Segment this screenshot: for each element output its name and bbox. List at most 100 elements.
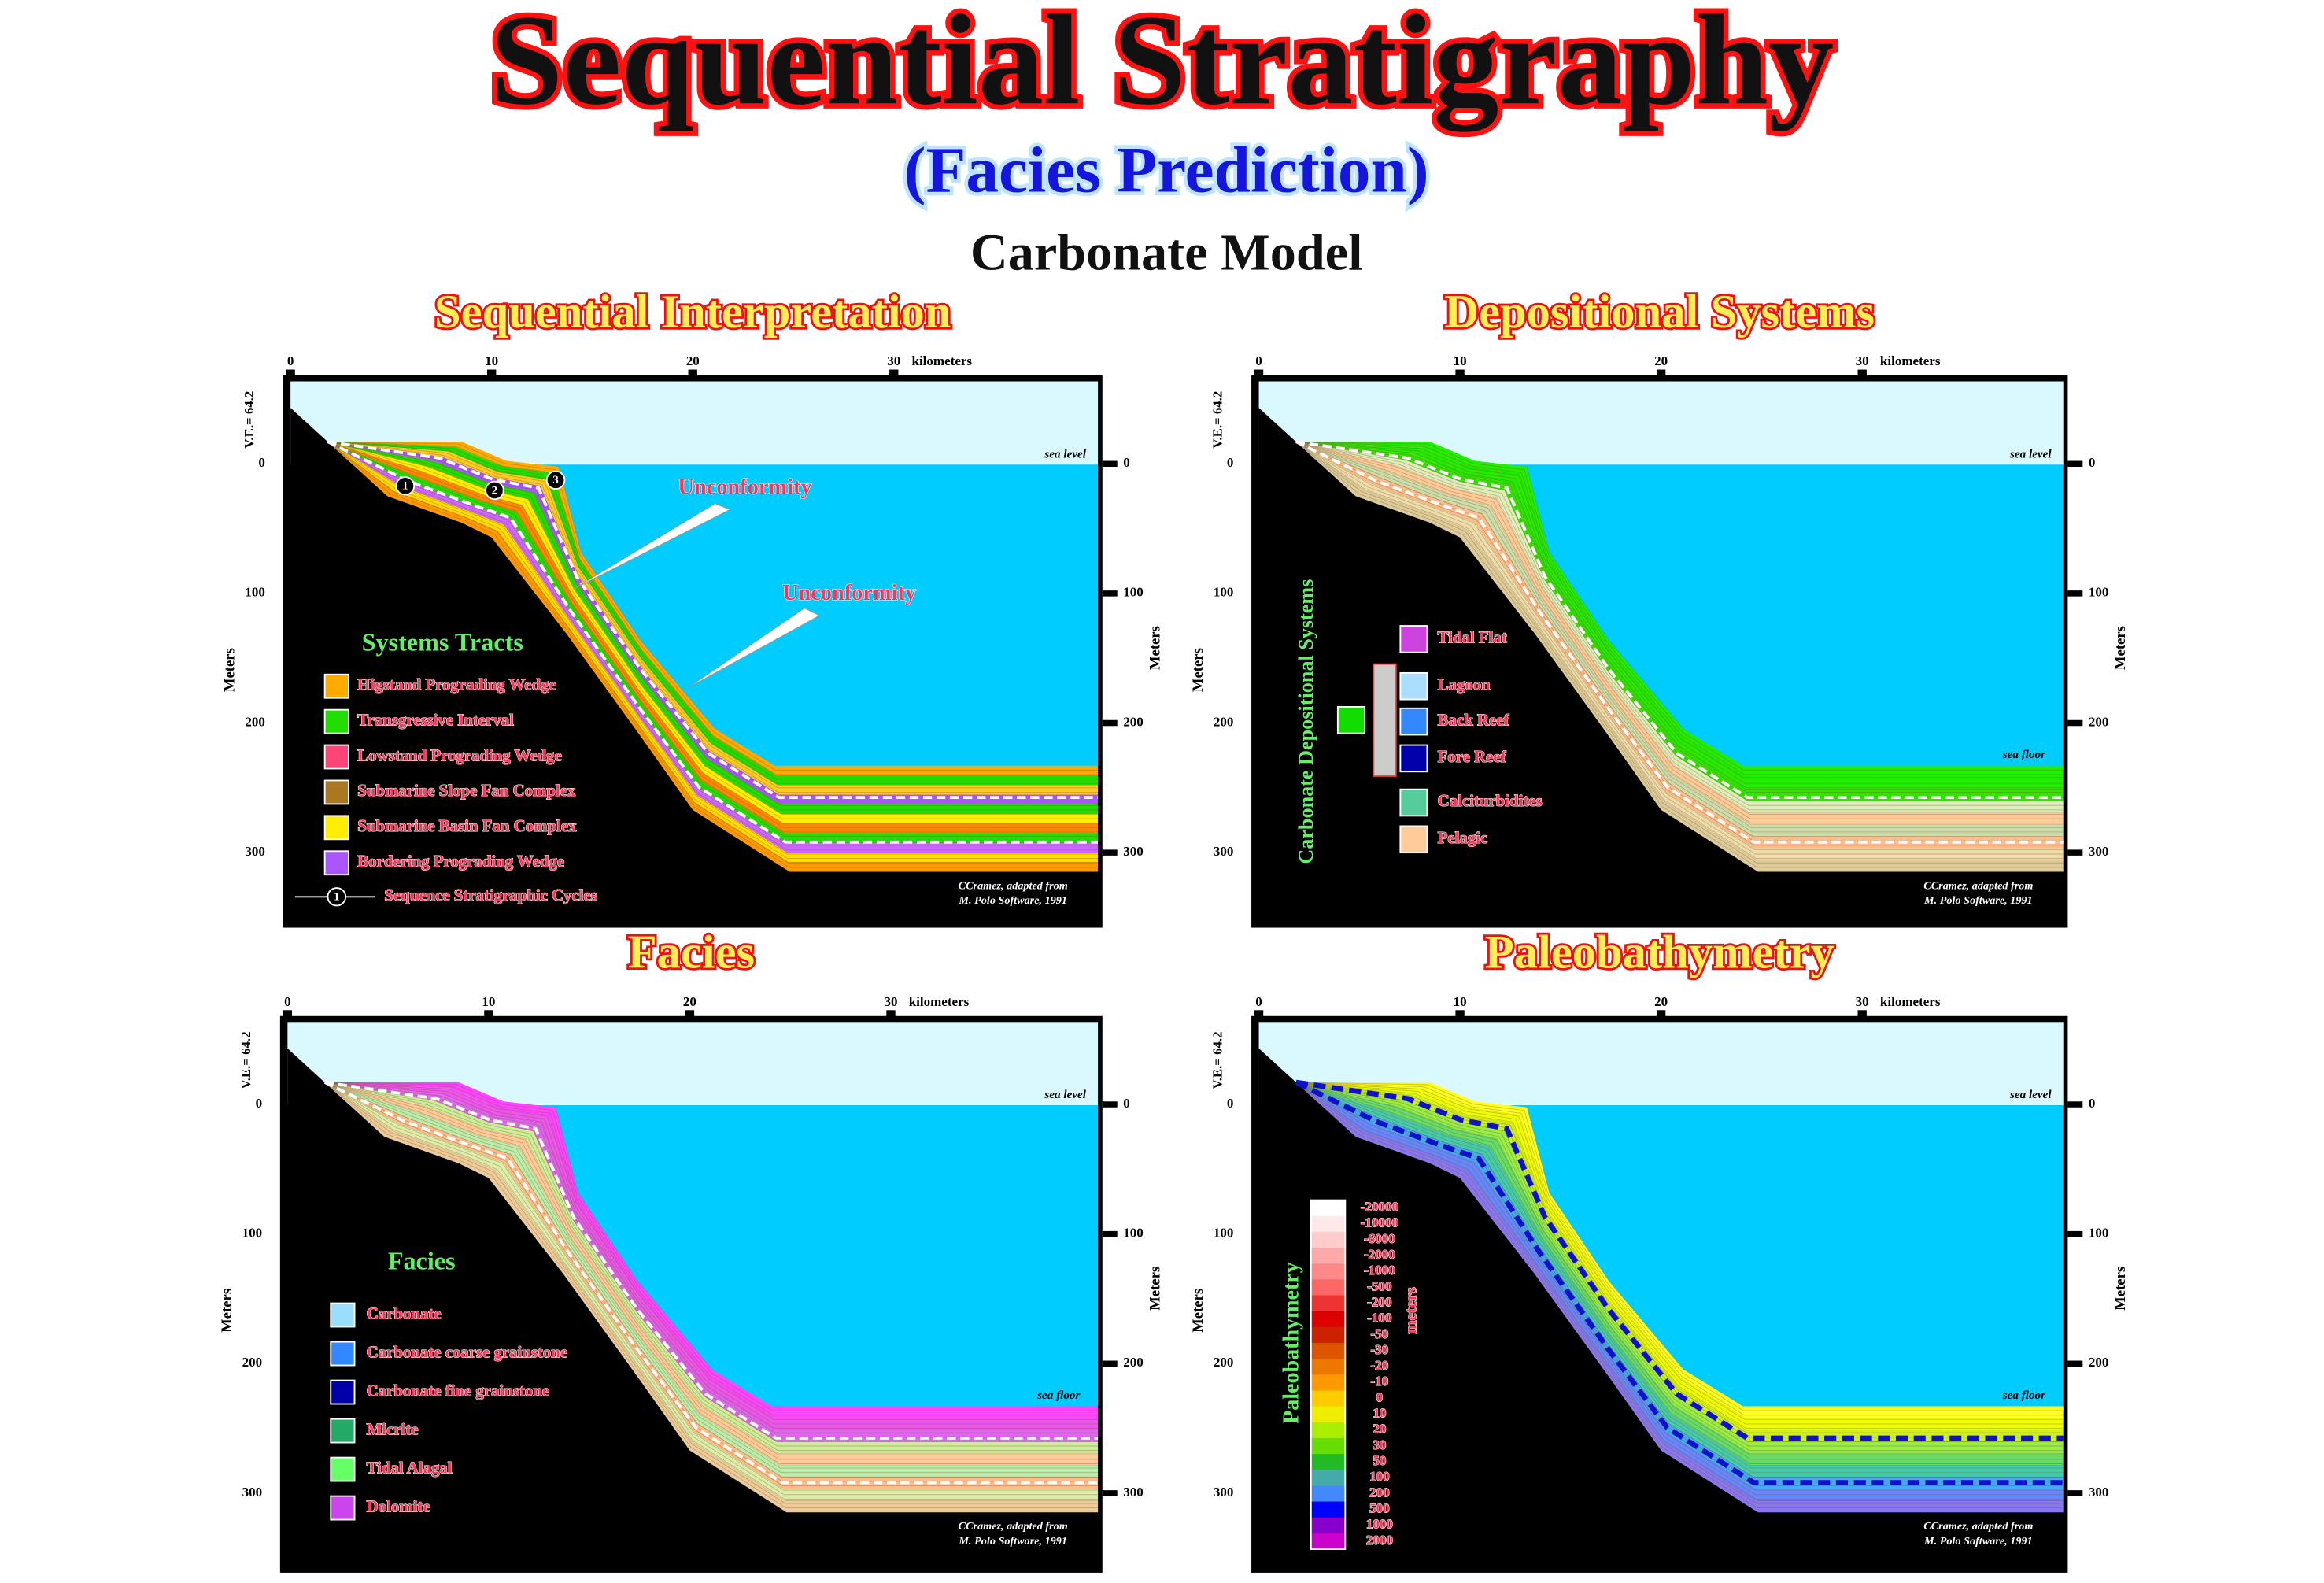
legend-swatch <box>1399 707 1428 736</box>
x-unit: kilometers <box>1880 994 1941 1009</box>
sequence-boundary <box>1295 440 2064 800</box>
legend-swatch <box>330 1456 356 1482</box>
strata-line <box>1295 441 2064 868</box>
y-tick-label-right: 300 <box>1123 1485 1144 1500</box>
sea <box>1475 1104 2064 1411</box>
annotation-arrow <box>688 608 821 689</box>
cycle-marker-label: 3 <box>552 474 559 486</box>
legend-label: Higstand Prograding Wedge <box>357 677 556 694</box>
strata-line <box>324 1082 1099 1504</box>
legend-label: Back Reef <box>1438 712 1510 729</box>
y-tick-label-right: 0 <box>1123 455 1130 470</box>
legend-swatch <box>323 744 349 770</box>
strata-line <box>1295 1082 2064 1500</box>
scale-swatch <box>1310 1374 1346 1392</box>
legend-swatch <box>323 708 349 734</box>
y-tick-mark <box>1102 460 1118 468</box>
x-tick-label: 10 <box>482 994 495 1009</box>
credit: CCramez, adapted from <box>959 1520 1068 1533</box>
sequence-boundary <box>1295 440 2064 844</box>
x-unit: kilometers <box>911 353 972 368</box>
credit: CCramez, adapted from <box>959 879 1068 892</box>
strata-line <box>327 441 1099 784</box>
legend-title: Carbonate Depositional Systems <box>1295 579 1317 864</box>
legend-title: Facies <box>388 1247 456 1275</box>
scale-label: -10000 <box>1361 1215 1398 1230</box>
sediment-band <box>324 1082 1099 1489</box>
legend-title: Systems Tracts <box>362 628 523 657</box>
sea-level-label: sea level <box>2009 1089 2052 1101</box>
legend-swatch <box>330 1341 356 1367</box>
strata-line <box>324 1082 1099 1469</box>
legend-label: Carbonate coarse grainstone <box>367 1344 567 1361</box>
scale-label: -2000 <box>1364 1247 1395 1262</box>
y-tick-label: 200 <box>1214 714 1234 729</box>
x-tick-mark <box>1254 369 1264 377</box>
x-tick-label: 20 <box>683 994 696 1009</box>
y-tick-label: 0 <box>1227 455 1234 470</box>
x-tick-label: 10 <box>485 353 498 368</box>
y-tick-label-right: 100 <box>1123 585 1144 600</box>
strata-line <box>1295 1082 2064 1411</box>
strata-line <box>327 441 1099 833</box>
panel: Depositional Systems 0 10 20 30 kilometers 0 0 1… <box>1190 283 2129 928</box>
y-tick-mark <box>1102 1230 1118 1237</box>
y-tick-mark <box>2067 719 2083 727</box>
x-tick-label: 20 <box>686 353 700 368</box>
legend-group-marker <box>1336 705 1365 734</box>
sequence-boundary <box>327 440 1099 844</box>
y-label-right: Meters <box>1147 1267 1163 1311</box>
annotation-arrow <box>573 503 731 590</box>
strata-line <box>1295 441 2064 819</box>
strata-line <box>1295 1082 2064 1452</box>
strata-line <box>324 1082 1099 1478</box>
cycle-marker <box>545 470 566 490</box>
scale-swatch <box>1310 1422 1346 1439</box>
cycle-legend-marker-label: 1 <box>334 891 340 904</box>
scale-label: 200 <box>1369 1485 1390 1500</box>
y-tick-label-right: 0 <box>2089 1096 2096 1111</box>
x-tick-label: 0 <box>1255 353 1262 368</box>
panel-title: Sequential Interpretation <box>434 286 951 338</box>
panel-title: Paleobathymetry <box>1485 926 1834 979</box>
y-tick-label: 0 <box>258 455 265 470</box>
strata-line <box>1295 441 2064 815</box>
y-tick-mark <box>2067 590 2083 597</box>
strata-line <box>324 1082 1099 1433</box>
y-tick-label-right: 100 <box>2089 1226 2109 1241</box>
y-tick-label-right: 100 <box>1123 1226 1144 1241</box>
strata-line <box>1295 441 2064 811</box>
strata-line <box>327 441 1099 793</box>
scale-label: -50 <box>1371 1326 1389 1341</box>
strata-line <box>1295 441 2064 784</box>
scale-swatch <box>1310 1248 1346 1264</box>
y-tick-mark <box>1102 1101 1118 1108</box>
y-tick-mark <box>1102 719 1118 727</box>
legend-label: Submarine Slope Fan Complex <box>357 782 576 800</box>
ve-label: V.E.= 64.2 <box>1210 391 1225 449</box>
x-unit: kilometers <box>909 994 970 1009</box>
y-tick-label-right: 300 <box>2089 844 2109 859</box>
legend-label: Pelagic <box>1438 830 1488 847</box>
strata-line <box>324 1082 1099 1509</box>
scale-swatch <box>1310 1437 1346 1455</box>
strata-line <box>1295 1082 2064 1460</box>
legend-label: Tidal Alagal <box>367 1459 453 1477</box>
legend-swatch <box>1399 788 1428 817</box>
x-unit: kilometers <box>1880 353 1941 368</box>
y-tick-mark <box>1102 590 1118 597</box>
scale-swatch <box>1310 1311 1346 1328</box>
strata-line <box>1295 1082 2064 1425</box>
strata-line <box>324 1082 1099 1425</box>
legend-swatch <box>1399 671 1428 701</box>
y-tick-label: 200 <box>1214 1355 1234 1370</box>
strata-line <box>1295 441 2064 860</box>
scale-label: -20000 <box>1361 1200 1398 1215</box>
scale-swatch <box>1310 1470 1346 1486</box>
y-tick-mark <box>2067 1101 2083 1108</box>
strata-line <box>1295 1082 2064 1464</box>
legend-swatch <box>1399 744 1428 773</box>
